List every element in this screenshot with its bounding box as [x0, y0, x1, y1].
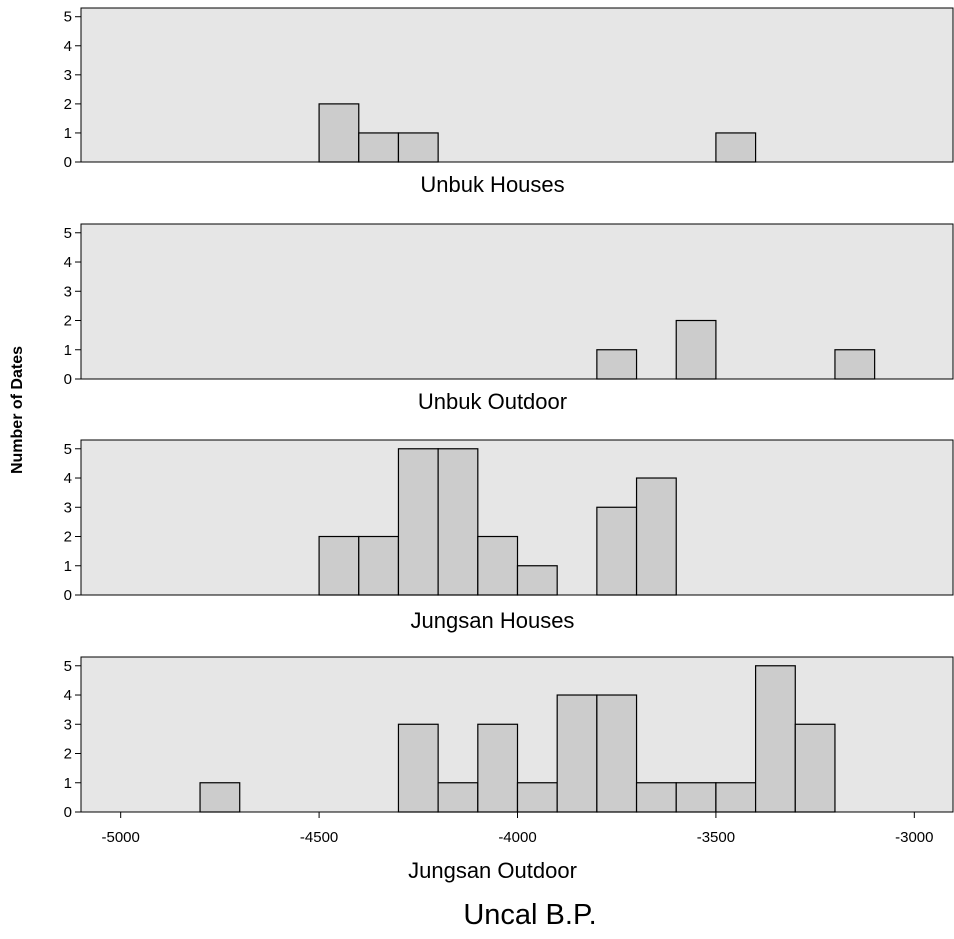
panel-background: [80, 7, 954, 163]
y-tick-label: 0: [64, 154, 72, 171]
panel-4: 0 1 2 3 4 5 Jungsan Outdoor -5000 -4500 -4000 -350…: [64, 656, 954, 883]
histogram-bar: [477, 723, 519, 813]
y-tick-label: 2: [64, 746, 72, 763]
histogram-bar: [834, 349, 876, 380]
histogram-bar: [477, 535, 519, 596]
y-tick-label: 0: [64, 804, 72, 821]
x-axis-title: Uncal B.P.: [463, 899, 596, 931]
x-tick-label: -4000: [498, 829, 536, 846]
histogram-bar: [437, 448, 479, 596]
x-tick-label: -3500: [697, 829, 735, 846]
histogram-bar: [556, 694, 598, 813]
y-tick-label: 2: [64, 313, 72, 330]
histogram-bar: [318, 103, 360, 163]
histogram-bar: [596, 349, 638, 380]
y-tick-label: 3: [64, 283, 72, 300]
y-tick-label: 4: [64, 470, 72, 487]
histogram-bar: [397, 448, 439, 596]
histogram-bar: [675, 319, 717, 380]
x-tick-label: -5000: [101, 829, 139, 846]
histogram-bar: [715, 132, 757, 163]
histogram-bar: [397, 723, 439, 813]
y-tick-label: 5: [64, 441, 72, 458]
histogram-bar: [596, 506, 638, 596]
histogram-bar: [794, 723, 836, 813]
histogram-bar: [635, 782, 677, 813]
histogram-bar: [358, 535, 400, 596]
histogram-bar: [754, 665, 796, 813]
x-tick-label: -3000: [895, 829, 933, 846]
y-tick-label: 3: [64, 67, 72, 84]
histogram-bar: [675, 782, 717, 813]
histogram-bar: [516, 782, 558, 813]
y-tick-label: 5: [64, 658, 72, 675]
panel-label: Jungsan Houses: [411, 608, 575, 633]
y-tick-label: 1: [64, 342, 72, 359]
y-tick-label: 4: [64, 687, 72, 704]
panel-3: 0 1 2 3 4 5 Jungsan Houses: [64, 439, 954, 633]
y-tick-label: 1: [64, 775, 72, 792]
y-tick-label: 3: [64, 499, 72, 516]
y-tick-label: 1: [64, 558, 72, 575]
histogram-bar: [596, 694, 638, 813]
panel-1: 0 1 2 3 4 5 Unbuk Houses: [64, 7, 954, 197]
y-tick-label: 4: [64, 38, 72, 55]
panel-label: Jungsan Outdoor: [408, 858, 577, 883]
histogram-bar: [358, 132, 400, 163]
y-tick-label: 4: [64, 254, 72, 271]
y-tick-label: 1: [64, 125, 72, 142]
y-tick-label: 5: [64, 225, 72, 242]
y-tick-label: 2: [64, 96, 72, 113]
y-tick-label: 0: [64, 587, 72, 604]
y-axis-title: Number of Dates: [9, 346, 26, 474]
y-tick-label: 3: [64, 716, 72, 733]
histogram-bar: [516, 565, 558, 596]
histogram-bar: [437, 782, 479, 813]
histogram-bar: [318, 535, 360, 596]
x-tick-label: -4500: [300, 829, 338, 846]
y-tick-label: 5: [64, 9, 72, 26]
histogram-bar: [397, 132, 439, 163]
histogram-bar: [715, 782, 757, 813]
panel-label: Unbuk Outdoor: [418, 389, 567, 414]
panels-group: 0 1 2 3 4 5 Unbuk Houses 0 1 2 3 4 5 Unbuk Outdoor 0 1 2…: [64, 7, 954, 883]
histogram-bar: [199, 782, 241, 813]
panel-background: [80, 223, 954, 380]
histogram-bar: [635, 477, 677, 596]
panel-label: Unbuk Houses: [420, 172, 564, 197]
y-tick-label: 2: [64, 529, 72, 546]
y-tick-label: 0: [64, 371, 72, 388]
panel-2: 0 1 2 3 4 5 Unbuk Outdoor: [64, 223, 954, 414]
